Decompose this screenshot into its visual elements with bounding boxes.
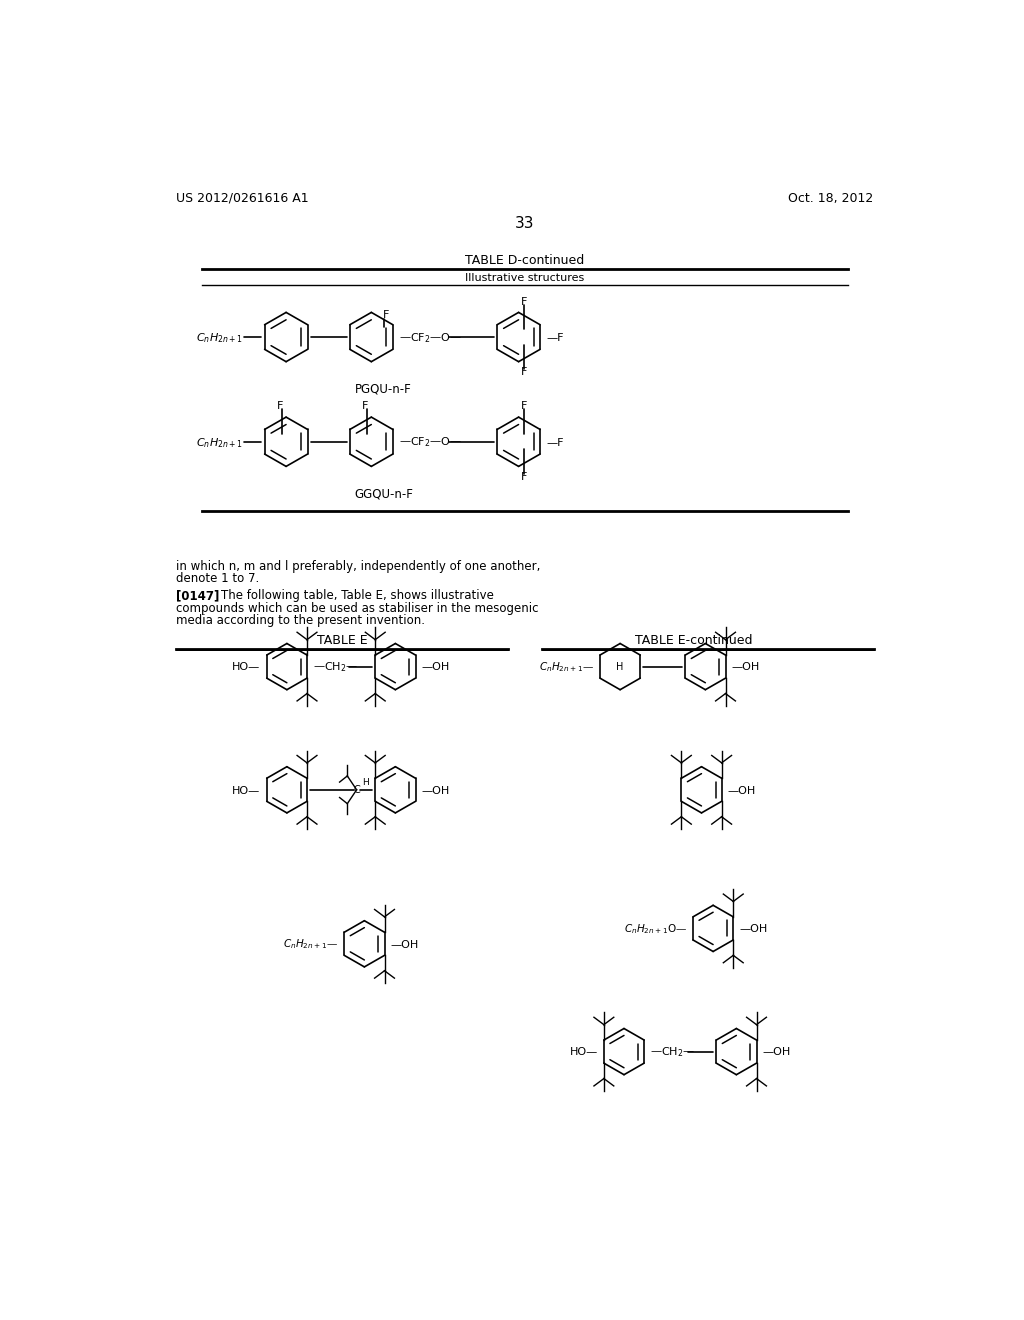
Text: TABLE E: TABLE E — [317, 634, 368, 647]
Text: in which n, m and l preferably, independently of one another,: in which n, m and l preferably, independ… — [176, 560, 541, 573]
Text: TABLE E-continued: TABLE E-continued — [635, 634, 753, 647]
Text: F: F — [521, 401, 527, 412]
Text: —OH: —OH — [739, 924, 768, 935]
Text: —OH: —OH — [728, 785, 756, 796]
Text: HO—: HO— — [232, 785, 260, 796]
Text: GGQU-n-F: GGQU-n-F — [354, 487, 414, 500]
Text: denote 1 to 7.: denote 1 to 7. — [176, 573, 259, 585]
Text: PGQU-n-F: PGQU-n-F — [355, 383, 412, 396]
Text: compounds which can be used as stabiliser in the mesogenic: compounds which can be used as stabilise… — [176, 602, 539, 615]
Text: $C_nH_{2n+1}$: $C_nH_{2n+1}$ — [196, 331, 243, 346]
Text: C: C — [353, 785, 360, 795]
Text: —CF$_2$—O—: —CF$_2$—O— — [399, 436, 463, 449]
Text: $C_nH_{2n+1}$—: $C_nH_{2n+1}$— — [539, 660, 594, 675]
Text: F: F — [276, 401, 283, 412]
Text: HO—: HO— — [569, 1047, 598, 1057]
Text: $C_nH_{2n+1}$: $C_nH_{2n+1}$ — [196, 437, 243, 450]
Text: TABLE D-continued: TABLE D-continued — [465, 253, 585, 267]
Text: $C_nH_{2n+1}$—: $C_nH_{2n+1}$— — [284, 937, 338, 952]
Text: $C_nH_{2n+1}$O—: $C_nH_{2n+1}$O— — [624, 923, 687, 936]
Text: Oct. 18, 2012: Oct. 18, 2012 — [788, 191, 873, 205]
Text: —CH$_2$—: —CH$_2$— — [313, 660, 358, 675]
Text: [0147]: [0147] — [176, 589, 219, 602]
Text: —F: —F — [547, 437, 564, 447]
Text: —F: —F — [547, 333, 564, 343]
Text: The following table, Table E, shows illustrative: The following table, Table E, shows illu… — [221, 589, 494, 602]
Text: Illustrative structures: Illustrative structures — [465, 273, 585, 282]
Text: F: F — [521, 367, 527, 378]
Text: —OH: —OH — [391, 940, 419, 949]
Text: H: H — [616, 663, 624, 672]
Text: —OH: —OH — [732, 663, 760, 672]
Text: F: F — [521, 473, 527, 482]
Text: —OH: —OH — [422, 663, 450, 672]
Text: F: F — [521, 297, 527, 306]
Text: media according to the present invention.: media according to the present invention… — [176, 614, 425, 627]
Text: 33: 33 — [515, 216, 535, 231]
Text: —OH: —OH — [763, 1047, 791, 1057]
Text: —OH: —OH — [422, 785, 450, 796]
Text: —CF$_2$—O—: —CF$_2$—O— — [399, 331, 463, 345]
Text: US 2012/0261616 A1: US 2012/0261616 A1 — [176, 191, 308, 205]
Text: HO—: HO— — [232, 663, 260, 672]
Text: H: H — [362, 777, 369, 787]
Text: F: F — [361, 401, 369, 412]
Text: —CH$_2$—: —CH$_2$— — [650, 1045, 695, 1059]
Text: F: F — [383, 310, 389, 321]
